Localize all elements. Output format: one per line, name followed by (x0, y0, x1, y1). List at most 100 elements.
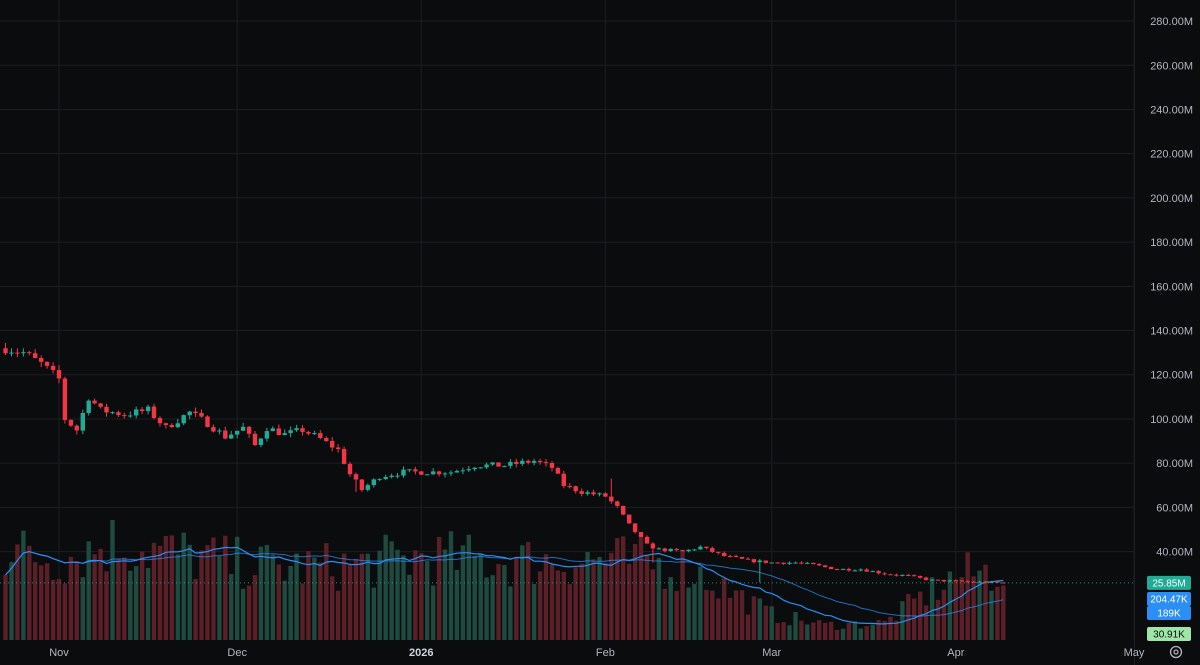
candle-body (86, 400, 91, 413)
candle-body (650, 543, 656, 549)
candle-body (454, 471, 460, 473)
volume-bar (169, 535, 174, 640)
candle-body (353, 474, 359, 480)
volume-bar (591, 559, 596, 640)
volume-bar (56, 578, 62, 640)
volume-bar (240, 588, 246, 640)
volume-bar (567, 584, 572, 640)
volume-bar (615, 538, 620, 640)
volume-bar (104, 571, 109, 640)
volume-bar (472, 555, 477, 640)
volume-bar (597, 556, 602, 640)
volume-bar (371, 587, 376, 640)
candle-body (692, 549, 697, 551)
volume-bar (454, 569, 460, 640)
volume-bar (971, 576, 976, 640)
volume-bar (805, 624, 810, 640)
candle-body (312, 433, 317, 435)
volume-bar (27, 545, 32, 640)
candle-body (68, 419, 74, 426)
candle-body (223, 430, 228, 439)
volume-bar (419, 553, 424, 640)
candle-body (603, 493, 608, 497)
volume-bar (680, 549, 685, 640)
candle-body (935, 579, 941, 581)
volume-bar (692, 583, 697, 640)
candle-body (246, 426, 252, 434)
volume-bar (983, 564, 988, 640)
candle-body (92, 400, 97, 404)
price-axis[interactable]: 40.00M 60.00M 80.00M 100.00M 120.00M 140.00M 1… (1150, 16, 1193, 559)
volume-ma-line (5, 546, 1004, 625)
candle-body (484, 464, 489, 468)
volume-bar (478, 553, 483, 640)
time-axis[interactable]: Nov Dec 2026 Feb Mar Apr May (49, 647, 1145, 659)
candle-body (205, 416, 210, 427)
volume-bar (912, 598, 917, 640)
candle-body (989, 581, 994, 583)
price-tick-label: 240.00M (1150, 104, 1193, 116)
volume-bar (674, 591, 679, 640)
candle-body (258, 438, 264, 445)
volume-bar (122, 557, 127, 640)
volume-bar (965, 552, 970, 640)
volume-bar (828, 621, 834, 640)
volume-bar (235, 536, 240, 640)
candle-body (745, 558, 751, 560)
volume-bar (44, 563, 50, 640)
candle-body (181, 415, 186, 424)
candle-body (1001, 582, 1006, 584)
volume-bar (181, 532, 186, 640)
volume-bar (603, 563, 608, 640)
volume-bar (953, 579, 958, 640)
volume-bar (341, 553, 347, 640)
candle-body (621, 505, 626, 515)
moving-average-lines (5, 546, 1004, 625)
candle-body (526, 460, 531, 463)
volume-bar (1001, 585, 1006, 640)
volume-bar (288, 566, 293, 640)
candle-body (163, 423, 169, 425)
volume-bar (347, 564, 353, 640)
volume-bar (793, 612, 798, 640)
settings-gear-icon[interactable] (1169, 645, 1183, 659)
candle-body (134, 409, 139, 416)
volume-bar (811, 622, 816, 640)
volume-bar (270, 554, 275, 640)
price-tick-label: 120.00M (1150, 370, 1193, 382)
volume-bar (585, 552, 590, 640)
volume-bar (644, 555, 650, 640)
volume-bar (163, 536, 169, 640)
candle-body (751, 559, 757, 563)
last-price-badge: 25.85M (1147, 575, 1191, 590)
volume-bar (353, 558, 359, 640)
candle-body (288, 430, 293, 434)
candle-body (128, 415, 133, 417)
candle-body (407, 469, 412, 471)
price-tick-label: 180.00M (1150, 237, 1193, 249)
volume-bar (324, 543, 329, 640)
candle-body (680, 550, 685, 552)
volume-bar (199, 550, 204, 640)
candle-body (508, 461, 513, 466)
candle-body (537, 461, 543, 463)
candle-body (739, 557, 745, 559)
volume-bar (407, 574, 412, 640)
volume-bars (3, 520, 1006, 640)
candle-body (199, 413, 204, 417)
volume-bar (876, 620, 881, 640)
axis-badges: 25.85M 204.47K 189K 30.91K (1147, 575, 1191, 641)
volume-bar (900, 601, 905, 640)
volume-bar (128, 570, 133, 640)
candle-body (377, 479, 382, 481)
candle-body (662, 548, 667, 552)
volume-bar (716, 598, 721, 640)
candle-body (811, 562, 816, 565)
candle-body (555, 468, 561, 474)
price-tick-label: 40.00M (1156, 547, 1193, 559)
candle-body (591, 492, 596, 495)
volume-bar (745, 614, 751, 640)
volume-bar (757, 598, 762, 640)
candle-body (757, 560, 762, 563)
